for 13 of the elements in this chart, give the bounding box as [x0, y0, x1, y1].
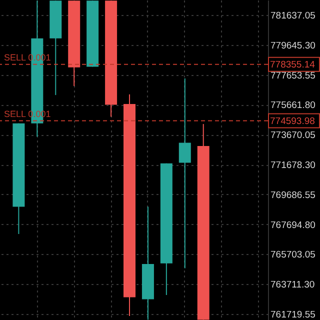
y-tick-label: 775661.80: [270, 100, 316, 112]
y-tick-label: 763711.30: [270, 280, 315, 291]
y-tick-label: 779645.30: [270, 40, 316, 52]
y-tick-label: 761719.55: [270, 310, 316, 320]
y-tick-label: 765703.05: [270, 250, 316, 261]
y-tick-label: 781637.05: [270, 10, 316, 22]
y-tick-label: 769686.55: [270, 190, 316, 201]
y-tick-label: 777653.55: [270, 70, 316, 82]
y-tick-label: 767694.80: [270, 220, 316, 231]
y-tick-label: 771678.30: [270, 160, 316, 172]
text: 778355.14: [270, 59, 315, 70]
y-tick-label: 773670.05: [270, 130, 316, 142]
text: 774593.98: [270, 116, 315, 127]
